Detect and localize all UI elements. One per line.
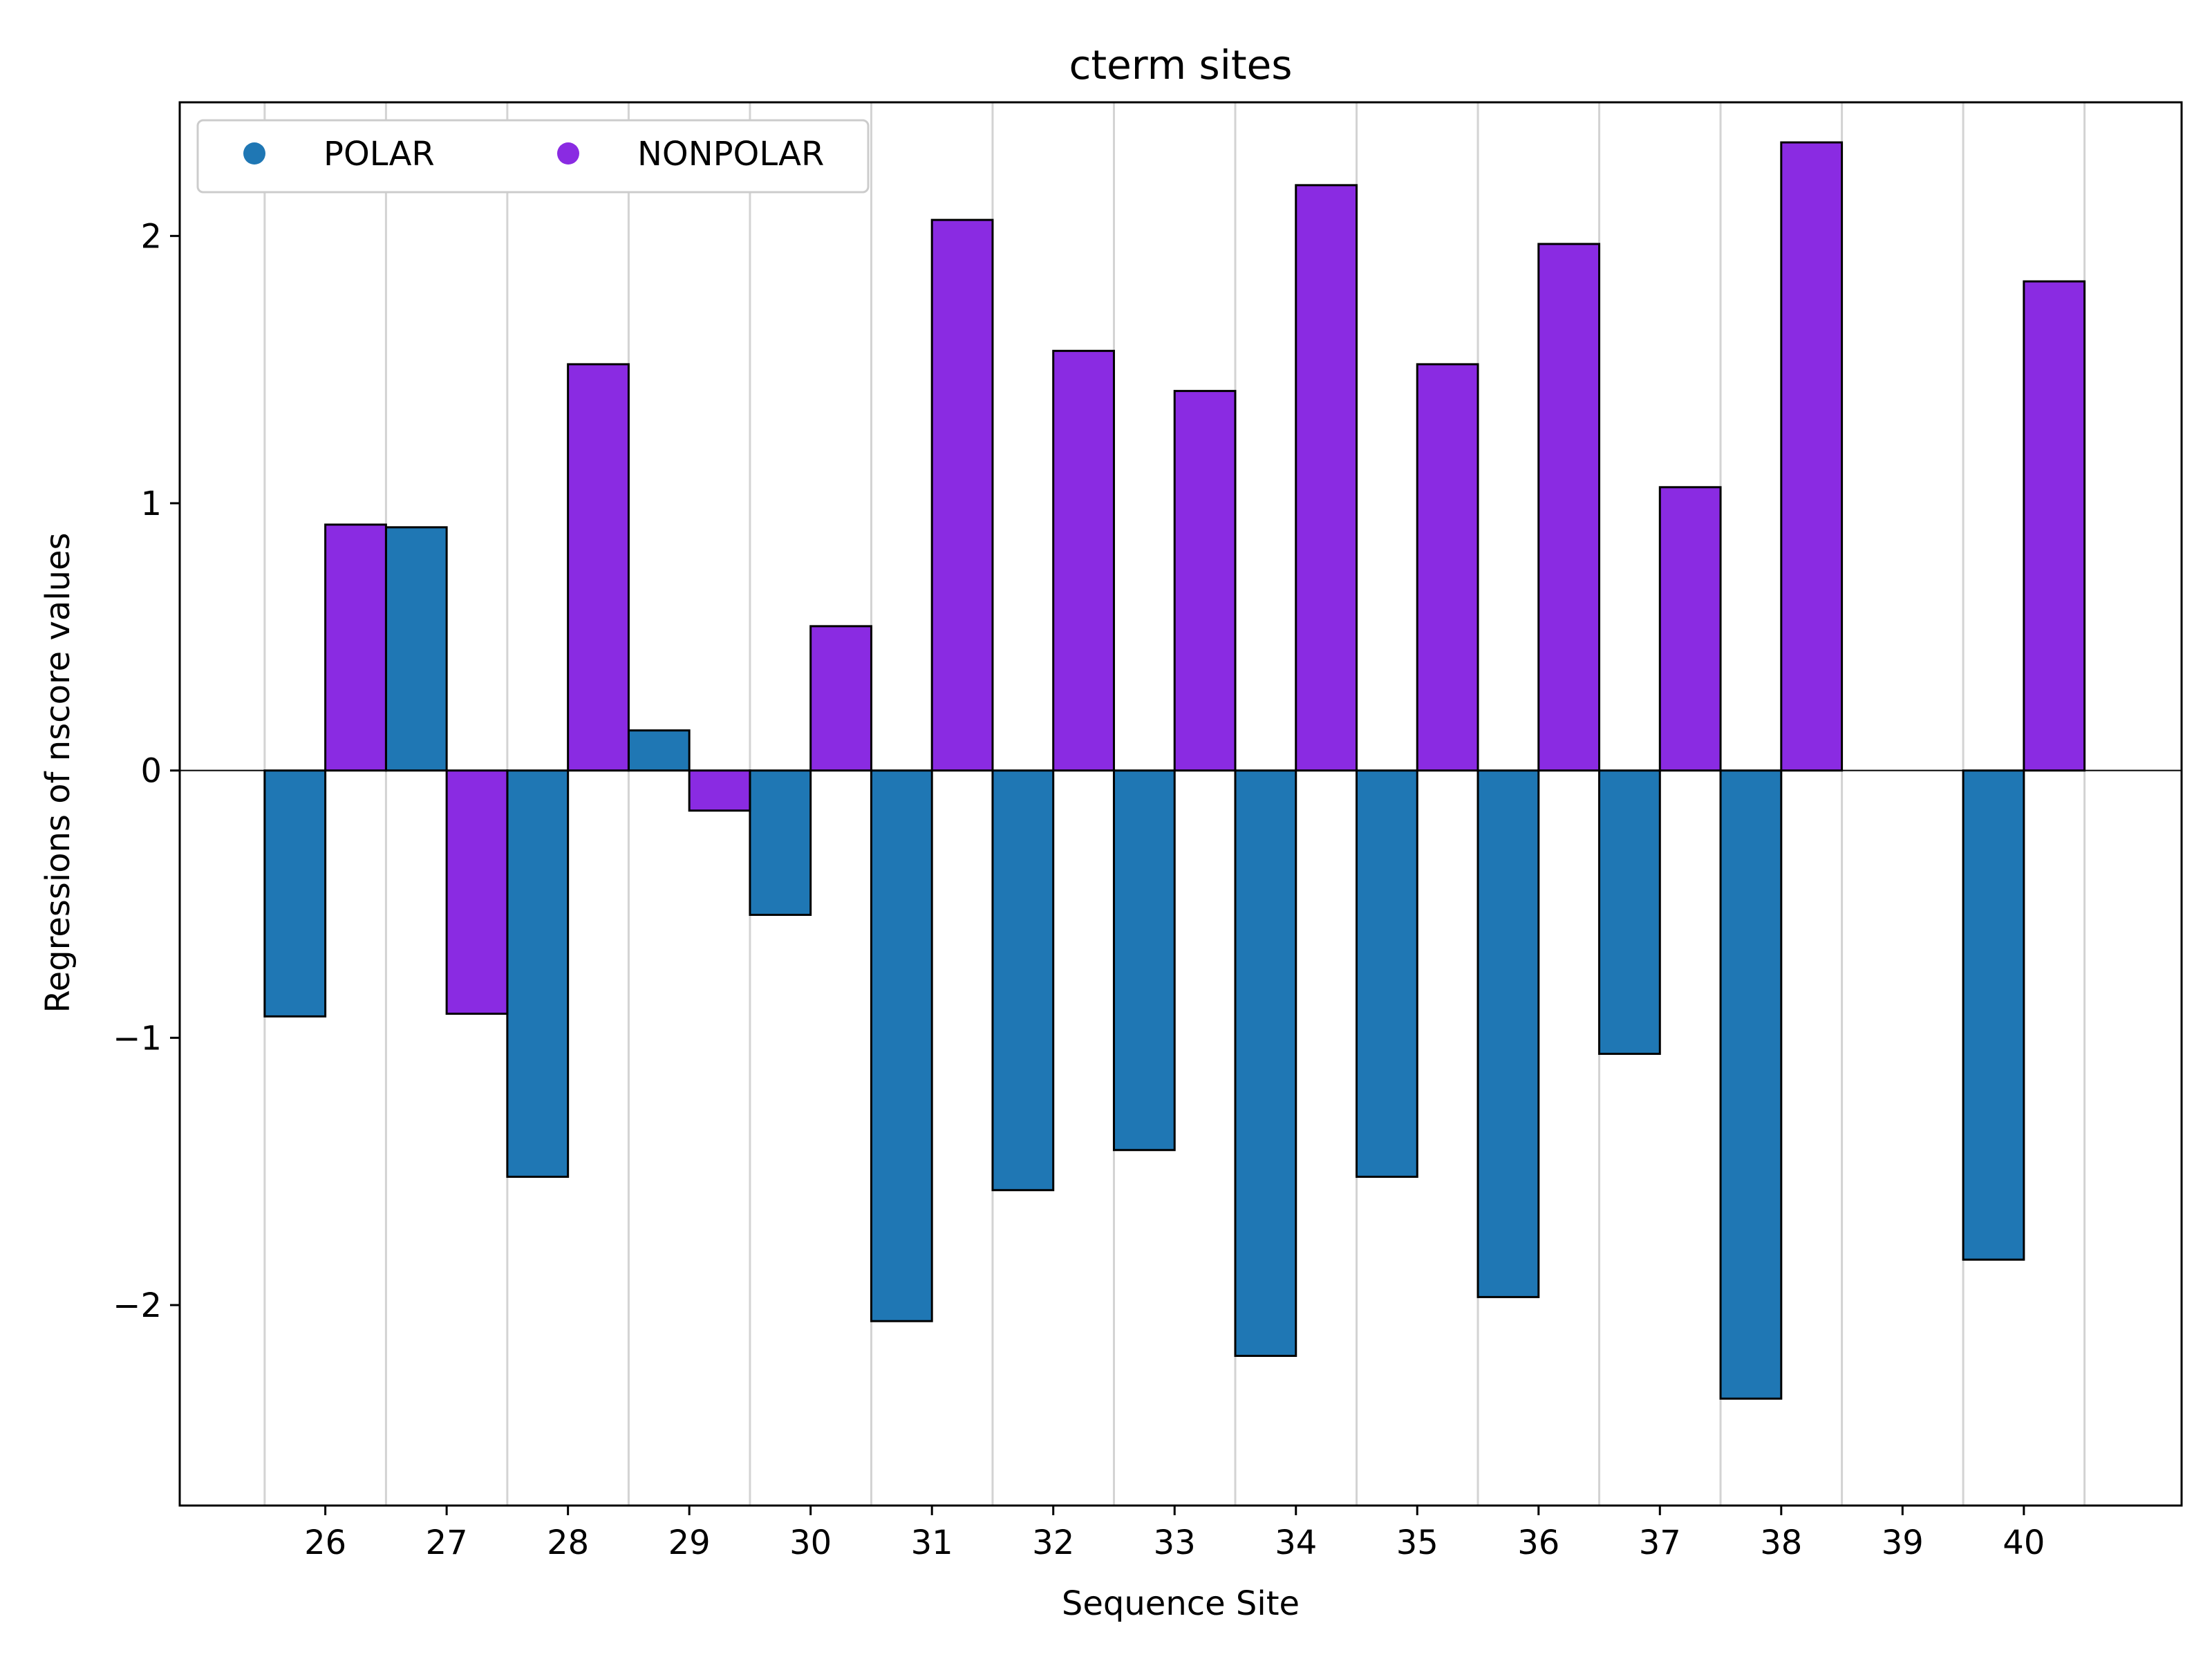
bar-polar-28: [506, 769, 570, 1178]
x-tick-label-27: 27: [426, 1524, 468, 1562]
x-tick-label-34: 34: [1275, 1524, 1317, 1562]
x-tick-label-36: 36: [1517, 1524, 1559, 1562]
bars: [263, 141, 2086, 1400]
x-tick-label-39: 39: [1882, 1524, 1924, 1562]
x-tick-label-33: 33: [1154, 1524, 1196, 1562]
bar-polar-26: [263, 769, 327, 1018]
x-tick-label-31: 31: [911, 1524, 953, 1562]
x-tick-label-37: 37: [1639, 1524, 1681, 1562]
legend-box: [196, 119, 870, 194]
bar-polar-33: [1112, 769, 1176, 1152]
bar-polar-30: [749, 769, 812, 916]
bar-nonpolar-26: [324, 523, 387, 772]
bar-nonpolar-30: [809, 625, 872, 772]
ticks: 26 27 28 29 30 31 32 33 34 35 36 37 38 39 40 −2 −1 0 1 2: [113, 217, 2045, 1562]
x-tick-label-40: 40: [2003, 1524, 2045, 1562]
bar-polar-38: [1719, 769, 1783, 1400]
chart-title: cterm sites: [1069, 41, 1292, 88]
x-tick-label-30: 30: [789, 1524, 832, 1562]
x-tick-label-38: 38: [1760, 1524, 1802, 1562]
bar-nonpolar-40: [2023, 280, 2086, 772]
bar-nonpolar-31: [930, 218, 994, 772]
y-tick-label-1: 1: [140, 485, 162, 523]
bar-nonpolar-32: [1052, 350, 1115, 772]
y-tick-label-0: 0: [140, 752, 162, 791]
bar-polar-40: [1962, 769, 2025, 1261]
legend: POLAR NONPOLAR: [196, 119, 870, 194]
y-tick-label--2: −2: [113, 1286, 162, 1325]
legend-label-nonpolar: NONPOLAR: [637, 135, 824, 174]
legend-label-polar: POLAR: [324, 135, 435, 174]
bar-polar-31: [870, 769, 933, 1322]
bar-nonpolar-35: [1416, 363, 1479, 772]
y-axis-title: Regressions of nscore values: [39, 532, 77, 1013]
bar-nonpolar-27: [445, 769, 509, 1015]
bar-nonpolar-37: [1658, 486, 1722, 772]
bar-nonpolar-28: [567, 363, 630, 772]
x-tick-label-26: 26: [304, 1524, 346, 1562]
bar-nonpolar-29: [688, 769, 751, 812]
bar-polar-32: [991, 769, 1055, 1192]
x-axis-title: Sequence Site: [1062, 1584, 1300, 1623]
bar-nonpolar-36: [1537, 243, 1601, 772]
plot-frame: [178, 101, 2183, 1507]
legend-marker-nonpolar: [557, 142, 579, 165]
bar-polar-27: [384, 526, 448, 772]
x-tick-label-29: 29: [668, 1524, 711, 1562]
y-tick-label--1: −1: [113, 1019, 162, 1058]
bar-polar-36: [1477, 769, 1540, 1298]
bar-nonpolar-38: [1780, 141, 1844, 772]
x-tick-label-35: 35: [1396, 1524, 1438, 1562]
y-tick-label-2: 2: [140, 217, 162, 256]
bar-nonpolar-34: [1295, 184, 1358, 772]
bar-nonpolar-33: [1173, 390, 1237, 772]
x-tick-label-32: 32: [1032, 1524, 1074, 1562]
bar-polar-34: [1234, 769, 1297, 1357]
x-tick-label-28: 28: [547, 1524, 589, 1562]
legend-marker-polar: [243, 142, 265, 165]
bar-polar-35: [1355, 769, 1418, 1178]
bar-polar-29: [627, 729, 691, 772]
bar-polar-37: [1598, 769, 1661, 1056]
